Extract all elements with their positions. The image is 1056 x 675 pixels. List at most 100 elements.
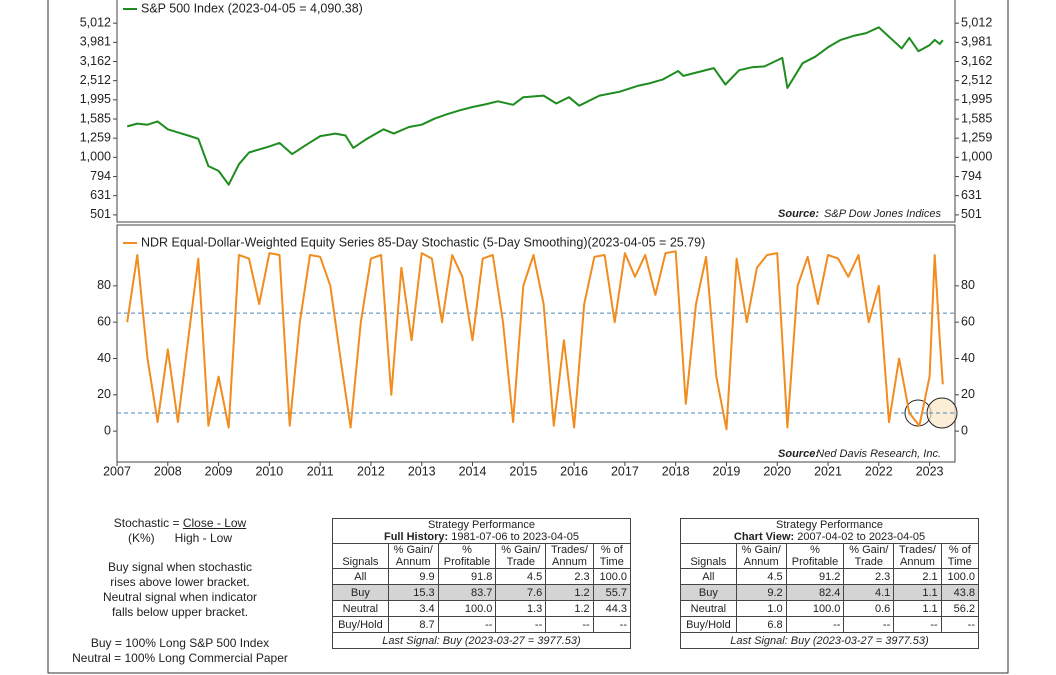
header-line: % of [948,544,971,556]
cell: 91.8 [437,568,497,585]
performance-table: Strategy Performance Full History: 1981-0… [332,518,632,649]
footer: Last Signal: Buy (2023-03-27 = 3977.53) [332,632,631,649]
y-tick-label: 794 [961,169,982,183]
y-tick-label: 60 [961,314,975,328]
column-header: Trades/Annum [893,543,942,569]
title-row: Strategy Performance Full History: 1981-0… [332,518,631,544]
y-tick-label: 3,981 [80,35,111,49]
performance-table: Strategy Performance Chart View: 2007-04-… [680,518,980,649]
x-tick-label: 2017 [611,464,639,478]
cell: -- [940,616,980,633]
cell: 8.7 [387,616,439,633]
panel-frame [116,224,956,463]
title: Strategy Performance [428,519,535,531]
x-tick-label: 2021 [814,464,842,478]
title: Strategy Performance [776,519,883,531]
column-header: % Gain/Annum [735,543,787,569]
column-header: Trades/Annum [545,543,594,569]
header-line: Trades/ [899,544,936,556]
y-tick-label: 1,000 [961,150,992,164]
cell: 0.6 [843,600,895,617]
x-tick-label: 2013 [408,464,436,478]
y-tick-label: 80 [961,278,975,292]
header-line: Profitable [791,556,839,568]
column-header: % Gain/Annum [387,543,439,569]
cell: -- [785,616,845,633]
cell: 1.2 [545,600,594,617]
header-line: Trade [854,556,883,568]
y-tick-label: 5,012 [961,15,992,29]
cell: 7.6 [495,584,547,601]
y-tick-label: 1,000 [80,150,111,164]
cell: 82.4 [785,584,845,601]
x-tick-label: 2012 [357,464,385,478]
period-label: Full History: [383,531,449,543]
y-tick-label: 0 [104,423,111,437]
period: Chart View: 2007-04-02 to 2023-04-05 [684,531,975,543]
source-label: Source: [778,448,819,460]
row-label: Buy [332,584,389,601]
column-header: Signals [332,543,389,569]
cell: 9.9 [387,568,439,585]
row-label: All [680,568,737,585]
cell: 1.2 [545,584,594,601]
header-row: Signals% Gain/Annum% Profitable% Gain/Tra… [332,543,632,569]
header-line: Time [599,556,624,568]
x-tick-label: 2008 [154,464,182,478]
outer-frame [47,0,1009,674]
cell: 100.0 [592,568,632,585]
cell: 9.2 [735,584,787,601]
x-tick-label: 2014 [459,464,487,478]
cell: 1.1 [893,584,942,601]
column-header: % of Time [940,543,980,569]
definition: Neutral = 100% Long Commercial Paper [72,651,288,665]
y-tick-label: 3,981 [961,35,992,49]
data-row: All 9.9 91.8 4.5 2.3 100.0 [332,568,632,585]
data-row: Buy/Hold 8.7 -- -- -- -- [332,616,632,633]
footer-row: Last Signal: Buy (2023-03-27 = 3977.53) [332,632,631,649]
k-label: (K%) [127,531,155,545]
x-tick-label: 2020 [763,464,791,478]
y-tick-label: 794 [90,169,111,183]
data-row: Buy 9.2 82.4 4.1 1.1 43.8 [680,584,980,601]
y-tick-label: 20 [961,387,975,401]
data-row: Buy 15.3 83.7 7.6 1.2 55.7 [332,584,632,601]
cell: -- [592,616,632,633]
title-row: Strategy Performance Chart View: 2007-04-… [680,518,979,544]
period-range: 1981-07-06 to 2023-04-05 [451,531,580,543]
denominator: High - Low [174,531,233,545]
y-tick-label: 40 [97,351,111,365]
header-line: Annum [552,556,587,568]
x-tick-label: 2016 [560,464,588,478]
numerator: Close - Low [182,516,247,530]
column-header: % Profitable [437,543,497,569]
row-label: All [332,568,389,585]
data-row: Buy/Hold 6.8 -- -- -- -- [680,616,980,633]
y-tick-label: 1,259 [80,130,111,144]
period: Full History: 1981-07-06 to 2023-04-05 [336,531,627,543]
cell: -- [893,616,942,633]
y-tick-label: 3,162 [80,54,111,68]
header-line: % [810,544,820,556]
cell: -- [437,616,497,633]
y-tick-label: 501 [90,207,111,221]
header-line: Annum [743,556,779,568]
cell: 43.8 [940,584,980,601]
cell: 100.0 [940,568,980,585]
panel-frame [116,0,956,223]
cell: 1.0 [735,600,787,617]
source: S&P Dow Jones Indices [824,208,941,220]
source-label: Source: [778,208,819,220]
y-tick-label: 40 [961,351,975,365]
header-line: % [462,544,472,556]
cell: 83.7 [437,584,497,601]
x-tick-label: 2007 [103,464,131,478]
cell: 4.1 [843,584,895,601]
legend-label: NDR Equal-Dollar-Weighted Equity Series … [141,235,705,249]
cell: 55.7 [592,584,632,601]
x-tick-label: 2019 [713,464,741,478]
formula: Stochastic = Close - Low (K%) High - Low [80,516,280,546]
legend-label: S&P 500 Index (2023-04-05 = 4,090.38) [141,1,363,15]
